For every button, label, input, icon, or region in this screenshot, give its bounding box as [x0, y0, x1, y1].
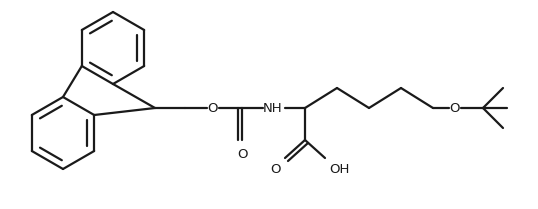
Text: O: O: [450, 102, 460, 115]
Text: OH: OH: [329, 163, 349, 176]
Text: O: O: [237, 148, 247, 161]
Text: NH: NH: [263, 102, 283, 115]
Text: O: O: [271, 163, 281, 176]
Text: O: O: [208, 102, 218, 115]
